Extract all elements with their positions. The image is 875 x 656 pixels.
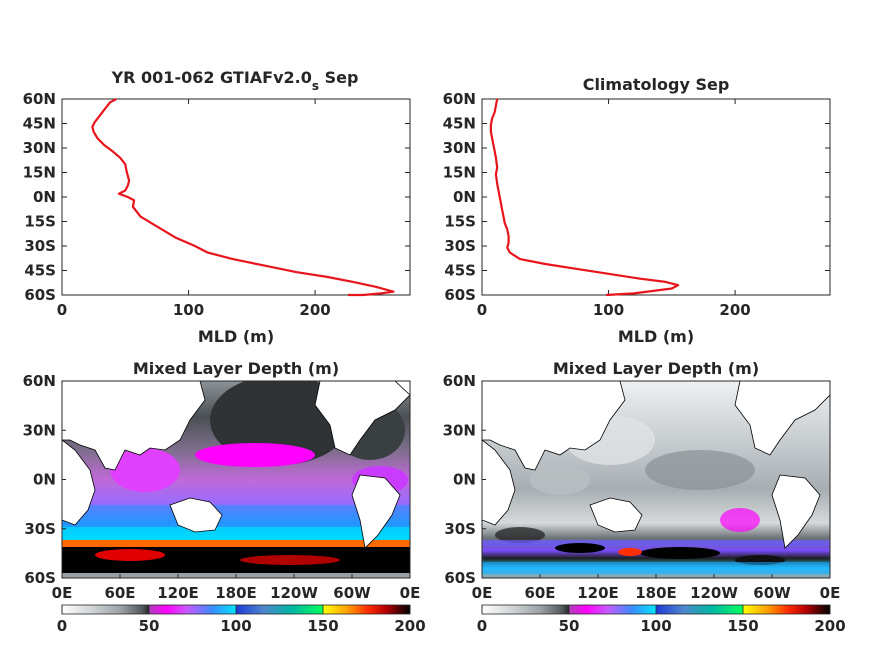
p4-colorbar-tick-label: 200	[814, 617, 845, 635]
bottom-left-title: Mixed Layer Depth (m)	[133, 359, 339, 378]
bottom-left-colorbar-ticks: 0 50 100 150 200	[57, 605, 426, 635]
right-eurasia-land	[482, 381, 626, 471]
p3-xtick-label: 0E	[400, 584, 421, 602]
left-eurasia-land	[62, 381, 206, 471]
top-right-x-ticks: 0 100 200	[477, 99, 751, 319]
p1-ytick-label: 30N	[23, 139, 56, 157]
left-africa-land	[62, 439, 96, 526]
top-right-x-label: MLD (m)	[618, 327, 694, 346]
right-australia-land	[589, 497, 643, 533]
p2-ytick-label: 0N	[453, 188, 476, 206]
p3-colorbar-tick-label: 0	[57, 617, 67, 635]
p4-colorbar-tick-label: 100	[640, 617, 671, 635]
top-left-axes-box	[61, 98, 411, 296]
p4-ytick-label: 0N	[453, 471, 476, 489]
p1-ytick-label: 0N	[33, 188, 56, 206]
p4-xtick-label: 60W	[753, 584, 791, 602]
top-left-title: YR 001-062 GTIAFv2.0s Sep	[111, 68, 359, 93]
right-namerica-land	[734, 381, 830, 456]
p2-xtick-label: 0	[477, 301, 487, 319]
bottom-left-y-ticks: 60N 30N 0N 30S 60S	[23, 372, 66, 587]
p3-xtick-label: 120E	[157, 584, 199, 602]
p2-ytick-label: 30S	[444, 237, 476, 255]
p4-colorbar-tick-label: 0	[477, 617, 487, 635]
bottom-right-colorbar-ticks: 0 50 100 150 200	[477, 605, 846, 635]
p1-xtick-label: 200	[299, 301, 330, 319]
left-namerica-land	[314, 381, 410, 456]
p2-ytick-label: 45N	[443, 115, 476, 133]
bottom-right-title: Mixed Layer Depth (m)	[553, 359, 759, 378]
p1-ytick-label: 60S	[24, 286, 56, 304]
p4-xtick-label: 60E	[524, 584, 555, 602]
p3-ytick-label: 30S	[24, 520, 56, 538]
p2-ytick-label: 45S	[444, 262, 476, 280]
p2-xtick-label: 100	[593, 301, 624, 319]
p2-xtick-label: 200	[719, 301, 750, 319]
top-right-axes-box	[481, 98, 831, 296]
bottom-right-map-field	[482, 381, 830, 578]
p3-xtick-label: 0E	[52, 584, 73, 602]
p3-xtick-label: 180E	[215, 584, 257, 602]
right-africa-land	[482, 439, 516, 526]
top-left-y-ticks: 60N 45N 30N 15N 0N 15S 30S 45S 60S	[23, 90, 410, 304]
p4-ytick-label: 30S	[444, 520, 476, 538]
p3-ytick-label: 60S	[24, 569, 56, 587]
p3-xtick-label: 120W	[270, 584, 318, 602]
bottom-left-map-field	[62, 381, 410, 578]
p4-colorbar-tick-label: 150	[727, 617, 758, 635]
p2-ytick-label: 60S	[444, 286, 476, 304]
p4-ytick-label: 60N	[443, 372, 476, 390]
p2-ytick-label: 15S	[444, 213, 476, 231]
p3-xtick-label: 60E	[104, 584, 135, 602]
p3-colorbar-tick-label: 50	[139, 617, 160, 635]
p1-ytick-label: 60N	[23, 90, 56, 108]
p4-xtick-label: 120W	[690, 584, 738, 602]
p3-colorbar-tick-label: 100	[220, 617, 251, 635]
p4-xtick-label: 180E	[635, 584, 677, 602]
left-samerica-land	[351, 474, 401, 549]
bottom-right-y-ticks: 60N 30N 0N 30S 60S	[443, 372, 486, 587]
top-left-x-ticks: 0 100 200	[57, 99, 331, 319]
top-right-y-ticks: 60N 45N 30N 15N 0N 15S 30S 45S 60S	[443, 90, 830, 304]
bottom-left-x-ticks: 0E 60E 120E 180E 120W 60W 0E	[52, 574, 421, 602]
p3-ytick-label: 30N	[23, 421, 56, 439]
p1-xtick-label: 0	[57, 301, 67, 319]
top-left-series-line	[91, 98, 395, 297]
left-greenland-land	[394, 381, 410, 396]
p2-ytick-label: 15N	[443, 164, 476, 182]
p1-ytick-label: 15S	[24, 213, 56, 231]
bottom-right-x-ticks: 0E 60E 120E 180E 120W 60W 0E	[472, 574, 841, 602]
p1-ytick-label: 15N	[23, 164, 56, 182]
p1-ytick-label: 45S	[24, 262, 56, 280]
top-right-series-line	[489, 98, 680, 297]
bottom-left-mld-map: Mixed Layer Depth (m)	[23, 359, 426, 635]
p4-ytick-label: 30N	[443, 421, 476, 439]
p4-xtick-label: 120E	[577, 584, 619, 602]
p4-colorbar-tick-label: 50	[559, 617, 580, 635]
p3-xtick-label: 60W	[333, 584, 371, 602]
p3-ytick-label: 0N	[33, 471, 56, 489]
p3-ytick-label: 60N	[23, 372, 56, 390]
top-left-x-label: MLD (m)	[198, 327, 274, 346]
right-samerica-land	[771, 474, 821, 549]
top-right-mld-profile: Climatology Sep 60N45N30N15N0N15S30S45S6…	[443, 75, 831, 346]
p4-xtick-label: 0E	[820, 584, 841, 602]
p2-ytick-label: 30N	[443, 139, 476, 157]
p1-xtick-label: 100	[173, 301, 204, 319]
left-australia-land	[169, 497, 223, 533]
p1-ytick-label: 45N	[23, 115, 56, 133]
p2-ytick-label: 60N	[443, 90, 476, 108]
p4-ytick-label: 60S	[444, 569, 476, 587]
top-left-mld-profile: YR 001-062 GTIAFv2.0s Sep 60N 45N 30N 15N 0N…	[23, 68, 411, 346]
p3-colorbar-tick-label: 150	[307, 617, 338, 635]
p1-ytick-label: 30S	[24, 237, 56, 255]
top-right-title: Climatology Sep	[583, 75, 730, 94]
p3-colorbar-tick-label: 200	[394, 617, 425, 635]
p4-xtick-label: 0E	[472, 584, 493, 602]
